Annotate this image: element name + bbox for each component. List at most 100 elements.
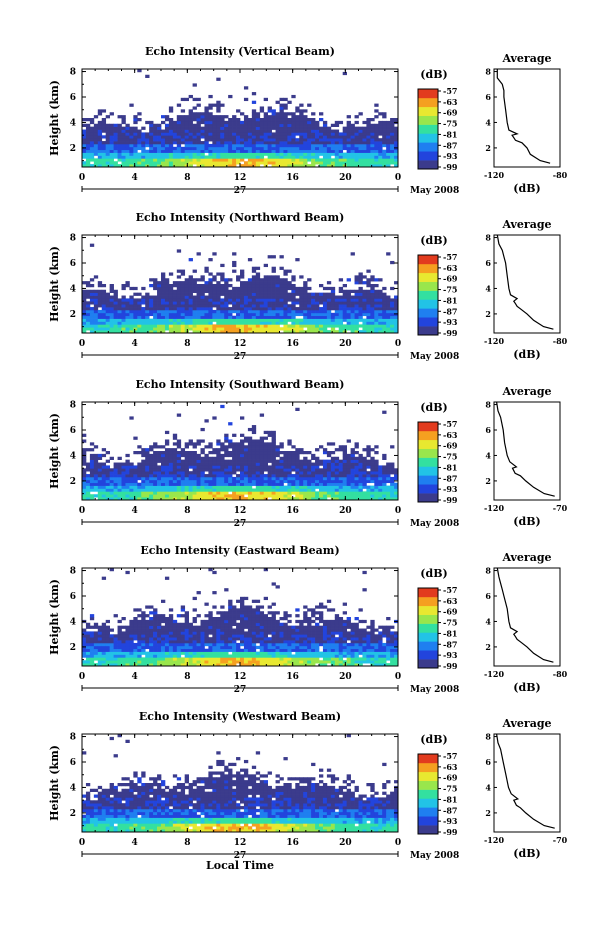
heatmap-cell: [287, 459, 292, 463]
heatmap-cell: [141, 138, 146, 142]
heatmap-cell: [366, 152, 371, 156]
heatmap-cell: [168, 152, 174, 156]
heatmap-cell: [109, 327, 114, 331]
heatmap-cell: [283, 278, 288, 282]
heatmap-cell: [97, 161, 103, 165]
heatmap-cell: [259, 321, 265, 325]
heatmap-cell: [117, 138, 122, 142]
heatmap-cell: [204, 132, 209, 136]
heatmap-cell: [354, 129, 359, 133]
heatmap-cell: [141, 491, 146, 495]
heatmap-cell: [125, 634, 130, 638]
heatmap-cell: [141, 448, 146, 452]
heatmap-cell: [291, 295, 296, 299]
heatmap-cell: [299, 301, 304, 305]
heatmap-cell: [133, 132, 138, 136]
heatmap-cell: [378, 309, 383, 314]
heatmap-cell: [240, 439, 245, 443]
heatmap-cell: [370, 479, 375, 484]
heatmap-cell: [330, 491, 336, 495]
heatmap-cell: [362, 298, 367, 302]
heatmap-cell: [224, 471, 229, 475]
heatmap-cell: [303, 304, 308, 308]
heatmap-cell: [85, 123, 91, 127]
heatmap-cell: [145, 474, 150, 478]
heatmap-cell: [251, 132, 257, 136]
y-tick-label: 8: [70, 234, 76, 244]
heatmap-cell: [93, 471, 99, 475]
heatmap-cell: [307, 321, 312, 325]
heatmap-cell: [164, 298, 170, 302]
heatmap-cell: [378, 123, 383, 127]
heatmap-cell: [168, 143, 174, 148]
heatmap-cell: [334, 476, 340, 481]
heatmap-cell: [271, 292, 276, 296]
heatmap-cell: [89, 143, 95, 148]
heatmap-cell: [243, 132, 249, 136]
heatmap-cell: [259, 491, 265, 495]
heatmap-cell: [232, 129, 237, 133]
heatmap-cell: [390, 315, 395, 319]
heatmap-cell: [212, 118, 217, 122]
heatmap-cell: [164, 126, 170, 130]
heatmap-cell: [243, 115, 249, 119]
heatmap-cell: [319, 149, 324, 153]
heatmap-cell: [153, 663, 158, 667]
heatmap-cell: [342, 132, 347, 136]
heatmap-cell: [101, 657, 107, 661]
heatmap-cell: [378, 289, 383, 293]
heatmap-cell: [117, 321, 122, 325]
heatmap-cell: [362, 494, 367, 498]
heatmap-cell: [204, 298, 209, 302]
heatmap-cell: [386, 146, 391, 151]
heatmap-cell: [109, 141, 114, 145]
heatmap-cell: [145, 138, 150, 142]
heatmap-cell: [240, 284, 245, 288]
heatmap-cell: [291, 330, 296, 334]
heatmap-cell: [271, 453, 276, 458]
heatmap-cell: [255, 304, 261, 308]
heatmap-cell: [366, 471, 371, 475]
heatmap-cell: [141, 663, 146, 667]
heatmap-cell: [109, 497, 114, 501]
heatmap-cell: [374, 474, 379, 478]
heatmap-cell: [255, 115, 261, 119]
heatmap-cell: [141, 476, 146, 481]
heatmap-cell: [303, 152, 308, 156]
heatmap-cell: [82, 318, 87, 322]
heatmap-cell: [145, 619, 150, 624]
heatmap-cell: [149, 491, 154, 495]
heatmap-cell: [141, 494, 146, 498]
heatmap-cell: [247, 129, 253, 133]
heatmap-cell: [338, 462, 344, 466]
heatmap-cell: [196, 149, 201, 153]
heatmap-cell: [125, 321, 130, 325]
heatmap-cell: [216, 155, 221, 159]
heatmap-cell: [287, 281, 292, 285]
heatmap-cell: [374, 158, 379, 162]
heatmap-cell: [326, 304, 332, 308]
heatmap-cell: [326, 141, 332, 145]
heatmap-cell: [176, 286, 182, 291]
heatmap-cell: [330, 456, 336, 460]
date-month: May 2008: [410, 519, 459, 529]
heatmap-cell: [342, 482, 347, 486]
heatmap-cell: [358, 143, 363, 148]
heatmap-cell: [157, 622, 162, 626]
heatmap-cell: [243, 155, 249, 159]
heatmap-cell: [330, 307, 336, 311]
heatmap-cell: [149, 152, 154, 156]
heatmap-cell: [279, 129, 284, 133]
heatmap-cell: [188, 143, 193, 148]
heatmap-cell: [243, 459, 249, 463]
heatmap-cell: [263, 275, 268, 279]
heatmap-cell: [334, 456, 340, 460]
heatmap-cell: [354, 482, 359, 486]
heatmap-cell: [315, 497, 320, 501]
heatmap-cell: [212, 292, 217, 296]
heatmap-cell: [236, 476, 241, 481]
heatmap-cell: [141, 307, 146, 311]
heatmap-cell: [358, 112, 363, 116]
heatmap-cell: [153, 284, 158, 288]
heatmap-cell: [204, 315, 209, 319]
